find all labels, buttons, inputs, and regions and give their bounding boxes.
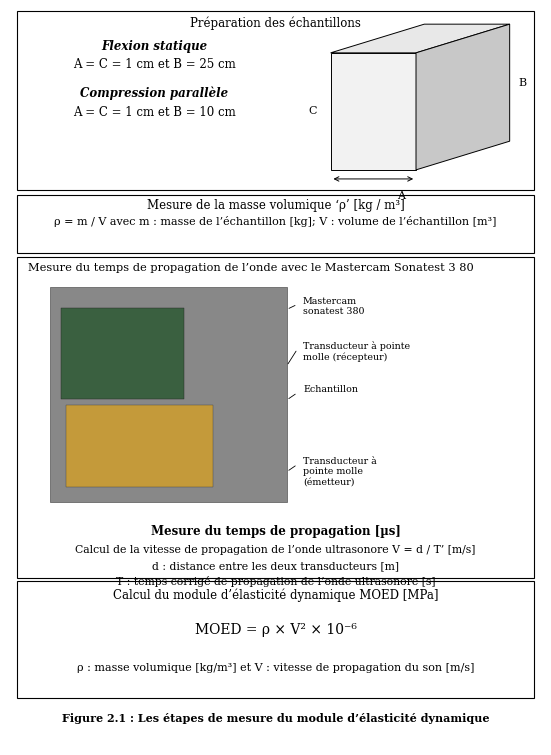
Text: T : temps corrigé de propagation de l’onde ultrasonore [s]: T : temps corrigé de propagation de l’on…	[116, 576, 435, 587]
Text: Flexion statique: Flexion statique	[101, 40, 207, 53]
Text: C: C	[309, 106, 317, 116]
Text: Transducteur à pointe
molle (récepteur): Transducteur à pointe molle (récepteur)	[303, 341, 410, 362]
Text: Transducteur à
pointe molle
(émetteur): Transducteur à pointe molle (émetteur)	[303, 457, 377, 486]
Text: Mesure du temps de propagation [µs]: Mesure du temps de propagation [µs]	[150, 525, 401, 538]
Text: Mastercam
sonatest 380: Mastercam sonatest 380	[303, 297, 365, 316]
Text: ρ : masse volumique [kg/m³] et V : vitesse de propagation du son [m/s]: ρ : masse volumique [kg/m³] et V : vites…	[77, 663, 474, 673]
FancyBboxPatch shape	[50, 287, 287, 502]
FancyBboxPatch shape	[17, 11, 534, 190]
FancyBboxPatch shape	[17, 581, 534, 698]
Text: Compression parallèle: Compression parallèle	[80, 87, 228, 100]
Text: Calcul de la vitesse de propagation de l’onde ultrasonore V = d / T’ [m/s]: Calcul de la vitesse de propagation de l…	[75, 545, 476, 555]
Text: Calcul du module d’élasticité dynamique MOED [MPa]: Calcul du module d’élasticité dynamique …	[113, 589, 438, 602]
Text: A = C = 1 cm et B = 10 cm: A = C = 1 cm et B = 10 cm	[73, 106, 236, 119]
Text: B: B	[518, 78, 526, 88]
FancyBboxPatch shape	[17, 257, 534, 578]
Text: Figure 2.1 : Les étapes de mesure du module d’élasticité dynamique: Figure 2.1 : Les étapes de mesure du mod…	[62, 713, 489, 725]
Text: MOED = ρ × V² × 10⁻⁶: MOED = ρ × V² × 10⁻⁶	[195, 623, 356, 637]
Text: Echantillon: Echantillon	[303, 385, 358, 394]
Text: Préparation des échantillons: Préparation des échantillons	[190, 17, 361, 30]
Text: Mesure de la masse volumique ‘ρ’ [kg / m³]: Mesure de la masse volumique ‘ρ’ [kg / m…	[147, 199, 404, 212]
Text: d : distance entre les deux transducteurs [m]: d : distance entre les deux transducteur…	[152, 561, 399, 571]
Text: Mesure du temps de propagation de l’onde avec le Mastercam Sonatest 3 80: Mesure du temps de propagation de l’onde…	[28, 263, 473, 273]
Polygon shape	[416, 24, 510, 170]
Text: ρ = m / V avec m : masse de l’échantillon [kg]; V : volume de l’échantillon [m³]: ρ = m / V avec m : masse de l’échantillo…	[54, 216, 497, 227]
Polygon shape	[331, 53, 416, 170]
Polygon shape	[331, 24, 510, 53]
FancyBboxPatch shape	[17, 195, 534, 253]
Text: A = C = 1 cm et B = 25 cm: A = C = 1 cm et B = 25 cm	[73, 58, 236, 71]
FancyBboxPatch shape	[66, 405, 213, 487]
Text: A: A	[397, 191, 406, 201]
FancyBboxPatch shape	[61, 308, 184, 399]
